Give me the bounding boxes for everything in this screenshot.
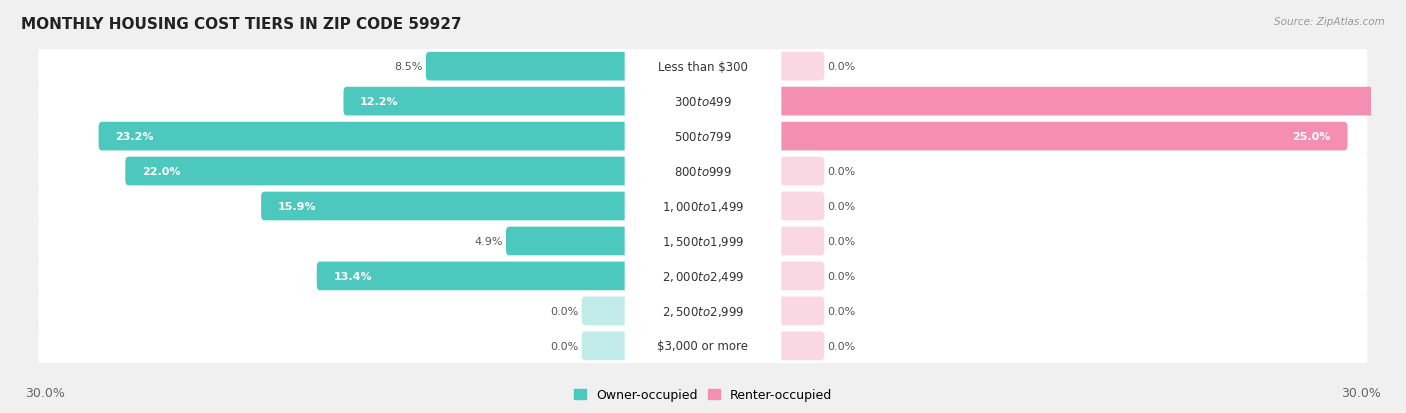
FancyBboxPatch shape <box>778 53 824 81</box>
Text: Source: ZipAtlas.com: Source: ZipAtlas.com <box>1274 17 1385 26</box>
Text: MONTHLY HOUSING COST TIERS IN ZIP CODE 59927: MONTHLY HOUSING COST TIERS IN ZIP CODE 5… <box>21 17 461 31</box>
FancyBboxPatch shape <box>778 332 824 360</box>
Text: $500 to $799: $500 to $799 <box>673 130 733 143</box>
FancyBboxPatch shape <box>426 53 628 81</box>
FancyBboxPatch shape <box>125 157 628 186</box>
Text: 23.2%: 23.2% <box>115 132 153 142</box>
Text: 0.0%: 0.0% <box>828 306 856 316</box>
Text: 0.0%: 0.0% <box>828 62 856 72</box>
Text: 30.0%: 30.0% <box>25 386 65 399</box>
Text: 0.0%: 0.0% <box>828 166 856 177</box>
FancyBboxPatch shape <box>316 262 628 291</box>
Text: 30.0%: 30.0% <box>1403 97 1406 107</box>
Text: Less than $300: Less than $300 <box>658 61 748 74</box>
FancyBboxPatch shape <box>38 83 1368 121</box>
Text: $800 to $999: $800 to $999 <box>673 165 733 178</box>
FancyBboxPatch shape <box>38 118 1368 156</box>
FancyBboxPatch shape <box>624 154 782 190</box>
Text: 0.0%: 0.0% <box>828 202 856 211</box>
Text: 0.0%: 0.0% <box>550 306 578 316</box>
FancyBboxPatch shape <box>582 332 628 360</box>
Text: $2,500 to $2,999: $2,500 to $2,999 <box>662 304 744 318</box>
FancyBboxPatch shape <box>38 292 1368 330</box>
Text: $2,000 to $2,499: $2,000 to $2,499 <box>662 269 744 283</box>
FancyBboxPatch shape <box>582 297 628 325</box>
FancyBboxPatch shape <box>624 119 782 155</box>
Text: $300 to $499: $300 to $499 <box>673 95 733 108</box>
FancyBboxPatch shape <box>624 328 782 364</box>
FancyBboxPatch shape <box>38 327 1368 365</box>
Text: 8.5%: 8.5% <box>394 62 422 72</box>
FancyBboxPatch shape <box>624 84 782 120</box>
FancyBboxPatch shape <box>38 223 1368 260</box>
Text: 13.4%: 13.4% <box>333 271 373 281</box>
FancyBboxPatch shape <box>38 257 1368 295</box>
Text: 12.2%: 12.2% <box>360 97 399 107</box>
Text: $1,500 to $1,999: $1,500 to $1,999 <box>662 235 744 248</box>
FancyBboxPatch shape <box>38 188 1368 225</box>
Text: 15.9%: 15.9% <box>278 202 316 211</box>
FancyBboxPatch shape <box>778 192 824 221</box>
FancyBboxPatch shape <box>778 122 1347 151</box>
FancyBboxPatch shape <box>624 188 782 225</box>
FancyBboxPatch shape <box>38 48 1368 86</box>
FancyBboxPatch shape <box>778 227 824 256</box>
Legend: Owner-occupied, Renter-occupied: Owner-occupied, Renter-occupied <box>574 388 832 401</box>
Text: 0.0%: 0.0% <box>828 236 856 247</box>
FancyBboxPatch shape <box>778 157 824 186</box>
FancyBboxPatch shape <box>38 153 1368 190</box>
FancyBboxPatch shape <box>778 297 824 325</box>
Text: 22.0%: 22.0% <box>142 166 180 177</box>
FancyBboxPatch shape <box>624 223 782 259</box>
Text: 30.0%: 30.0% <box>1341 386 1381 399</box>
FancyBboxPatch shape <box>343 88 628 116</box>
Text: 0.0%: 0.0% <box>550 341 578 351</box>
FancyBboxPatch shape <box>262 192 628 221</box>
FancyBboxPatch shape <box>624 258 782 294</box>
Text: 0.0%: 0.0% <box>828 271 856 281</box>
FancyBboxPatch shape <box>778 262 824 291</box>
FancyBboxPatch shape <box>506 227 628 256</box>
Text: 4.9%: 4.9% <box>474 236 503 247</box>
FancyBboxPatch shape <box>778 88 1406 116</box>
FancyBboxPatch shape <box>98 122 628 151</box>
FancyBboxPatch shape <box>624 293 782 329</box>
Text: 25.0%: 25.0% <box>1292 132 1330 142</box>
Text: $1,000 to $1,499: $1,000 to $1,499 <box>662 199 744 214</box>
Text: $3,000 or more: $3,000 or more <box>658 339 748 352</box>
Text: 0.0%: 0.0% <box>828 341 856 351</box>
FancyBboxPatch shape <box>624 49 782 85</box>
